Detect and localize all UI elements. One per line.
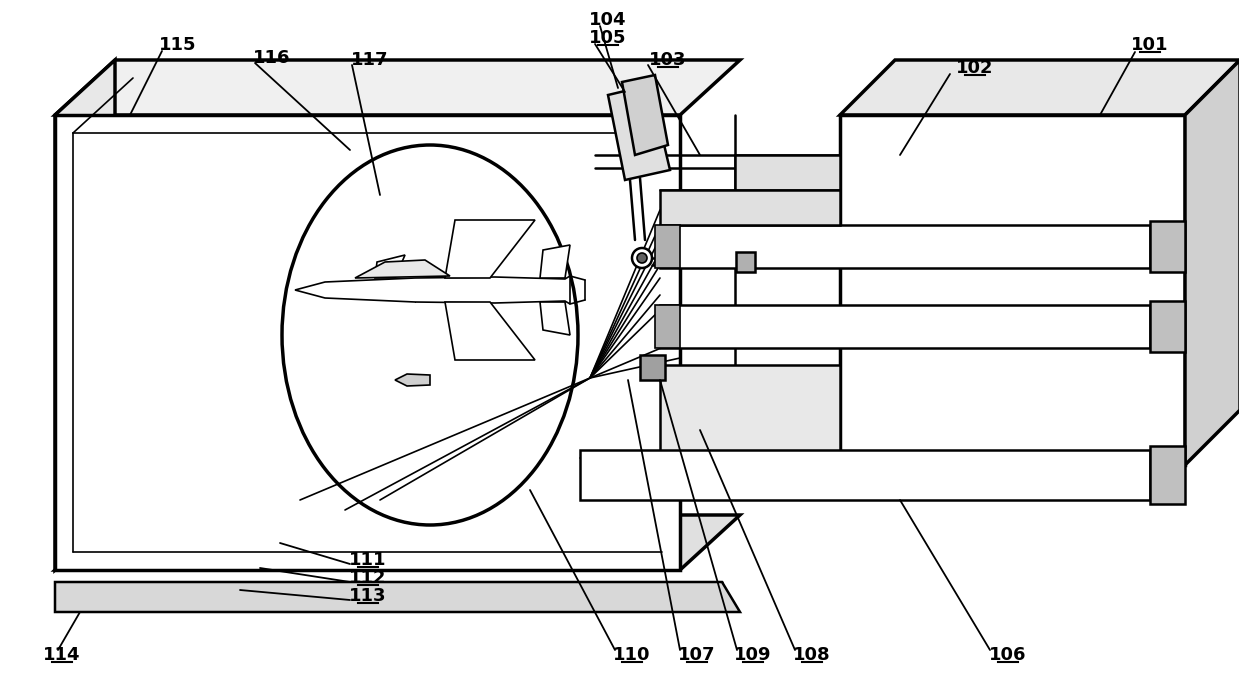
Polygon shape bbox=[660, 225, 1150, 268]
Polygon shape bbox=[840, 60, 1239, 115]
Polygon shape bbox=[622, 75, 668, 155]
Text: 104: 104 bbox=[590, 11, 627, 29]
Text: 109: 109 bbox=[735, 646, 772, 664]
Polygon shape bbox=[295, 276, 570, 304]
Polygon shape bbox=[395, 374, 430, 386]
Polygon shape bbox=[356, 260, 450, 278]
Polygon shape bbox=[735, 155, 840, 190]
Polygon shape bbox=[55, 60, 115, 570]
Polygon shape bbox=[375, 255, 405, 278]
Polygon shape bbox=[55, 515, 740, 570]
Polygon shape bbox=[641, 355, 665, 380]
Polygon shape bbox=[55, 115, 680, 570]
Text: 117: 117 bbox=[351, 51, 389, 69]
Polygon shape bbox=[1150, 446, 1184, 504]
Polygon shape bbox=[655, 305, 680, 348]
Polygon shape bbox=[445, 220, 535, 278]
Polygon shape bbox=[840, 115, 1184, 465]
Text: 112: 112 bbox=[349, 569, 387, 587]
Polygon shape bbox=[660, 365, 840, 455]
Polygon shape bbox=[660, 305, 1150, 348]
Circle shape bbox=[637, 253, 647, 263]
Text: 101: 101 bbox=[1131, 36, 1168, 54]
Text: 110: 110 bbox=[613, 646, 650, 664]
Polygon shape bbox=[736, 252, 755, 272]
Polygon shape bbox=[655, 225, 680, 268]
Circle shape bbox=[632, 248, 652, 268]
Text: 103: 103 bbox=[649, 51, 686, 69]
Text: 116: 116 bbox=[253, 49, 291, 67]
Polygon shape bbox=[55, 60, 740, 115]
Text: 107: 107 bbox=[678, 646, 716, 664]
Text: 106: 106 bbox=[989, 646, 1027, 664]
Polygon shape bbox=[1150, 221, 1184, 272]
Polygon shape bbox=[445, 302, 535, 360]
Polygon shape bbox=[660, 190, 840, 225]
Text: 105: 105 bbox=[590, 29, 627, 47]
Polygon shape bbox=[1150, 301, 1184, 352]
Polygon shape bbox=[55, 582, 740, 612]
Polygon shape bbox=[540, 302, 570, 335]
Text: 114: 114 bbox=[43, 646, 81, 664]
Polygon shape bbox=[540, 245, 570, 278]
Text: 102: 102 bbox=[957, 59, 994, 77]
Polygon shape bbox=[1184, 60, 1239, 465]
Text: 108: 108 bbox=[793, 646, 831, 664]
Text: 113: 113 bbox=[349, 587, 387, 605]
Polygon shape bbox=[608, 85, 670, 180]
Text: 115: 115 bbox=[160, 36, 197, 54]
Polygon shape bbox=[580, 450, 1150, 500]
Text: 111: 111 bbox=[349, 551, 387, 569]
